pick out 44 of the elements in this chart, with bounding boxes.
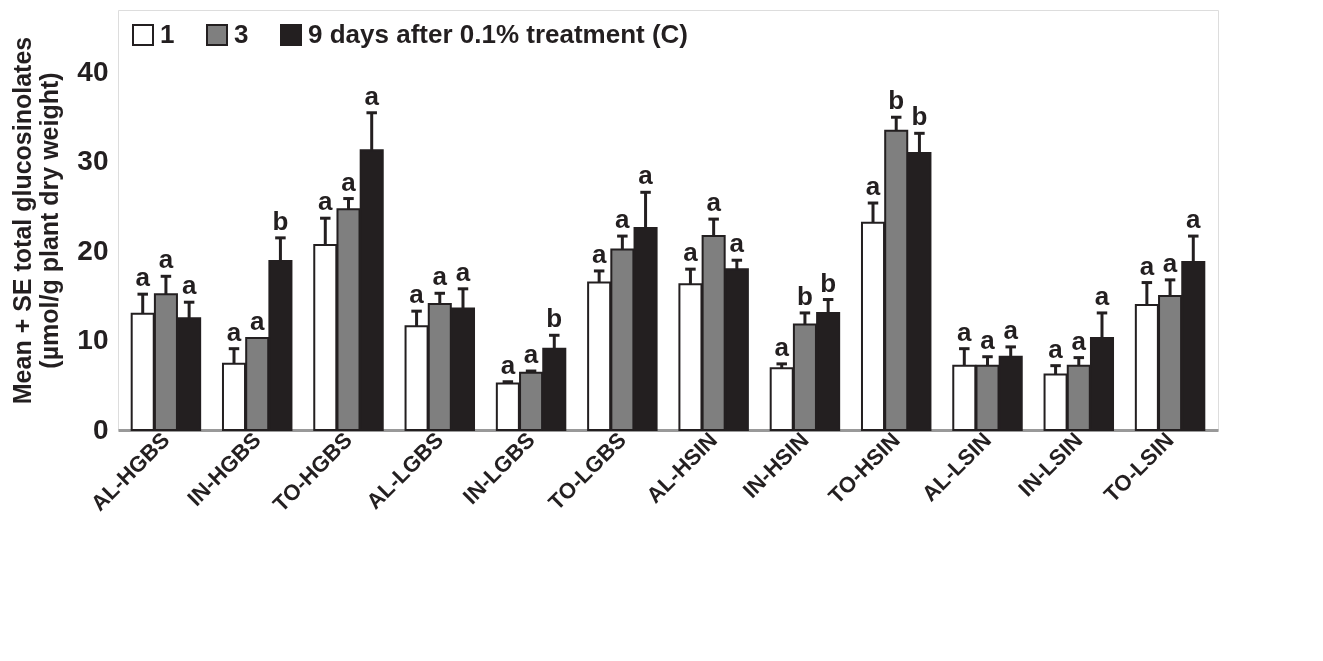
data-label: a: [181, 270, 197, 301]
legend-label: 1: [160, 19, 175, 49]
y-tick-label: 30: [77, 145, 109, 177]
data-label: a: [135, 262, 151, 293]
data-label: a: [1139, 250, 1155, 281]
data-label: a: [500, 349, 516, 380]
data-label: a: [158, 244, 174, 275]
data-label: a: [683, 237, 699, 268]
data-label: a: [980, 324, 996, 355]
data-label: a: [1071, 325, 1087, 356]
data-label: a: [1048, 333, 1064, 364]
data-label: a: [638, 160, 654, 191]
data-label: a: [865, 171, 881, 202]
data-label: a: [249, 305, 265, 336]
data-label: a: [1094, 280, 1110, 311]
legend-label: 3: [234, 19, 249, 49]
data-label: a: [1186, 204, 1202, 235]
legend-label: 9 days after 0.1% treatment (C): [308, 19, 689, 49]
data-label: a: [615, 204, 631, 235]
data-label: a: [341, 166, 357, 197]
data-label: a: [318, 186, 334, 217]
data-label: a: [591, 238, 607, 269]
data-label: a: [774, 331, 790, 362]
data-label: a: [226, 316, 242, 347]
y-tick-label: 10: [77, 324, 109, 356]
data-label: a: [364, 80, 380, 111]
data-label: a: [409, 279, 425, 310]
data-label: a: [432, 261, 448, 292]
data-label: a: [706, 187, 722, 218]
y-tick-label: 40: [77, 56, 109, 88]
data-label: b: [546, 303, 563, 334]
data-label: b: [888, 85, 905, 116]
y-axis-title: Mean + SE total glucosinolates (µmol/g plant dry weight): [8, 36, 64, 405]
data-label: b: [796, 280, 813, 311]
data-label: b: [272, 205, 289, 236]
data-label: b: [911, 101, 928, 132]
y-tick-label: 20: [77, 234, 109, 266]
data-label: b: [820, 267, 837, 298]
data-label: a: [1162, 247, 1178, 278]
data-label: a: [729, 228, 745, 259]
data-label: a: [455, 256, 471, 287]
data-label: a: [1003, 314, 1019, 345]
data-label: a: [523, 339, 539, 370]
data-label: a: [957, 316, 973, 347]
